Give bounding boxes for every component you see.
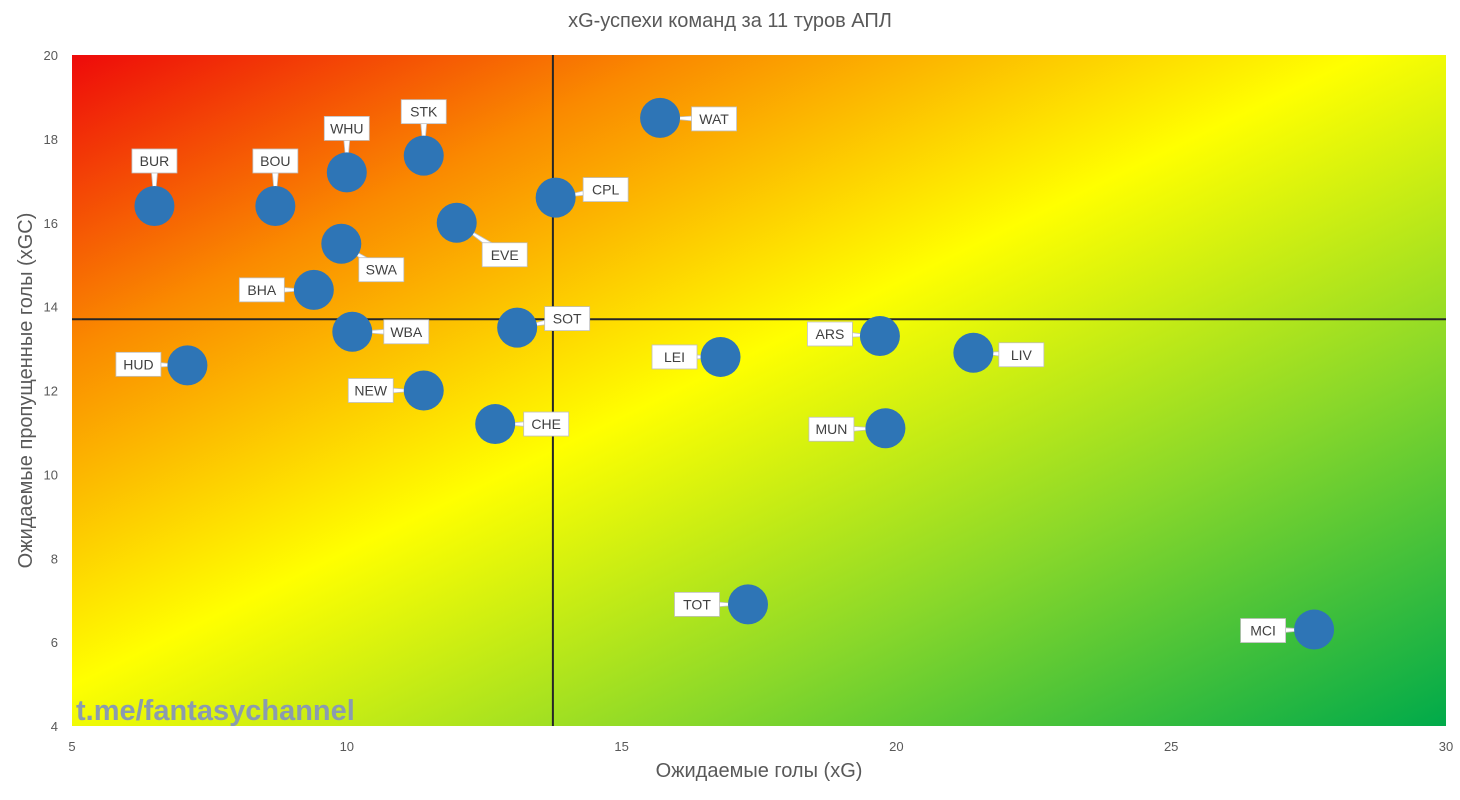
point-label-eve: EVE (491, 247, 519, 263)
data-point-cpl (535, 177, 576, 218)
callout-box (544, 306, 591, 331)
callout-box (808, 416, 855, 442)
callout-box (691, 106, 737, 132)
x-axis-title: Ожидаемые голы (xG) (656, 760, 863, 782)
data-point-bur (134, 185, 175, 226)
callout-box (523, 411, 570, 437)
data-point-wat (640, 97, 681, 138)
callout-box (252, 148, 299, 174)
point-label-stk: STK (410, 104, 438, 120)
data-point-liv (953, 332, 994, 373)
callout-box (1240, 618, 1286, 643)
callout-box (582, 177, 629, 202)
callout-box (131, 148, 178, 174)
x-tick-label: 15 (614, 739, 628, 754)
chart-title: xG-успехи команд за 11 туров АПЛ (568, 10, 892, 32)
y-tick-label: 12 (44, 384, 58, 399)
point-label-bur: BUR (140, 153, 170, 169)
point-label-wat: WAT (699, 111, 729, 127)
data-point-mun (865, 408, 906, 449)
point-label-wba: WBA (390, 324, 423, 340)
callout-box (115, 351, 162, 377)
point-label-whu: WHU (330, 120, 363, 136)
x-tick-label: 20 (889, 739, 903, 754)
callout-box (651, 344, 698, 370)
y-axis-title: Ожидаемые пропущенные голы (xGC) (15, 213, 37, 569)
point-label-swa: SWA (366, 262, 398, 278)
y-tick-label: 18 (44, 132, 58, 147)
data-point-whu (326, 152, 367, 193)
y-tick-label: 20 (44, 48, 58, 63)
data-point-sot (497, 307, 538, 348)
data-point-hud (167, 345, 208, 386)
y-tick-label: 14 (44, 300, 58, 315)
point-label-tot: TOT (683, 596, 711, 612)
x-tick-label: 30 (1439, 739, 1453, 754)
point-label-che: CHE (531, 416, 561, 432)
data-point-wba (332, 311, 373, 352)
callout-box (347, 378, 394, 403)
y-tick-label: 6 (51, 635, 58, 650)
point-label-mun: MUN (815, 421, 847, 437)
x-tick-label: 25 (1164, 739, 1178, 754)
callout-box (323, 116, 370, 141)
data-point-stk (403, 135, 444, 176)
point-label-cpl: CPL (592, 182, 619, 198)
point-label-mci: MCI (1250, 623, 1276, 639)
point-label-bou: BOU (260, 153, 290, 169)
callout-box (998, 342, 1045, 368)
y-tick-label: 16 (44, 216, 58, 231)
data-point-bha (293, 269, 334, 310)
data-point-mci (1294, 609, 1335, 650)
callout-box (238, 277, 285, 303)
data-point-new (403, 370, 444, 411)
point-label-hud: HUD (123, 356, 153, 372)
point-label-new: NEW (354, 383, 387, 399)
callout-box (358, 257, 405, 283)
point-label-bha: BHA (247, 282, 276, 298)
callout-box (807, 321, 853, 347)
point-label-liv: LIV (1011, 347, 1033, 363)
x-tick-label: 5 (68, 739, 75, 754)
y-tick-label: 4 (51, 719, 58, 734)
point-label-ars: ARS (816, 326, 845, 342)
point-label-lei: LEI (664, 349, 685, 365)
data-point-lei (700, 336, 741, 377)
callout-box (383, 319, 430, 345)
watermark-text: t.me/fantasychannel (76, 695, 355, 727)
data-point-ars (859, 315, 900, 356)
y-tick-label: 10 (44, 467, 58, 482)
callout-box (481, 242, 528, 268)
data-point-che (475, 404, 516, 445)
x-tick-label: 10 (340, 739, 354, 754)
y-tick-label: 8 (51, 551, 58, 566)
data-point-tot (728, 584, 769, 625)
point-label-sot: SOT (553, 311, 582, 327)
data-point-swa (321, 223, 362, 264)
data-point-eve (436, 202, 477, 243)
callout-box (674, 591, 720, 617)
callout-box (400, 99, 447, 125)
data-point-bou (255, 185, 296, 226)
